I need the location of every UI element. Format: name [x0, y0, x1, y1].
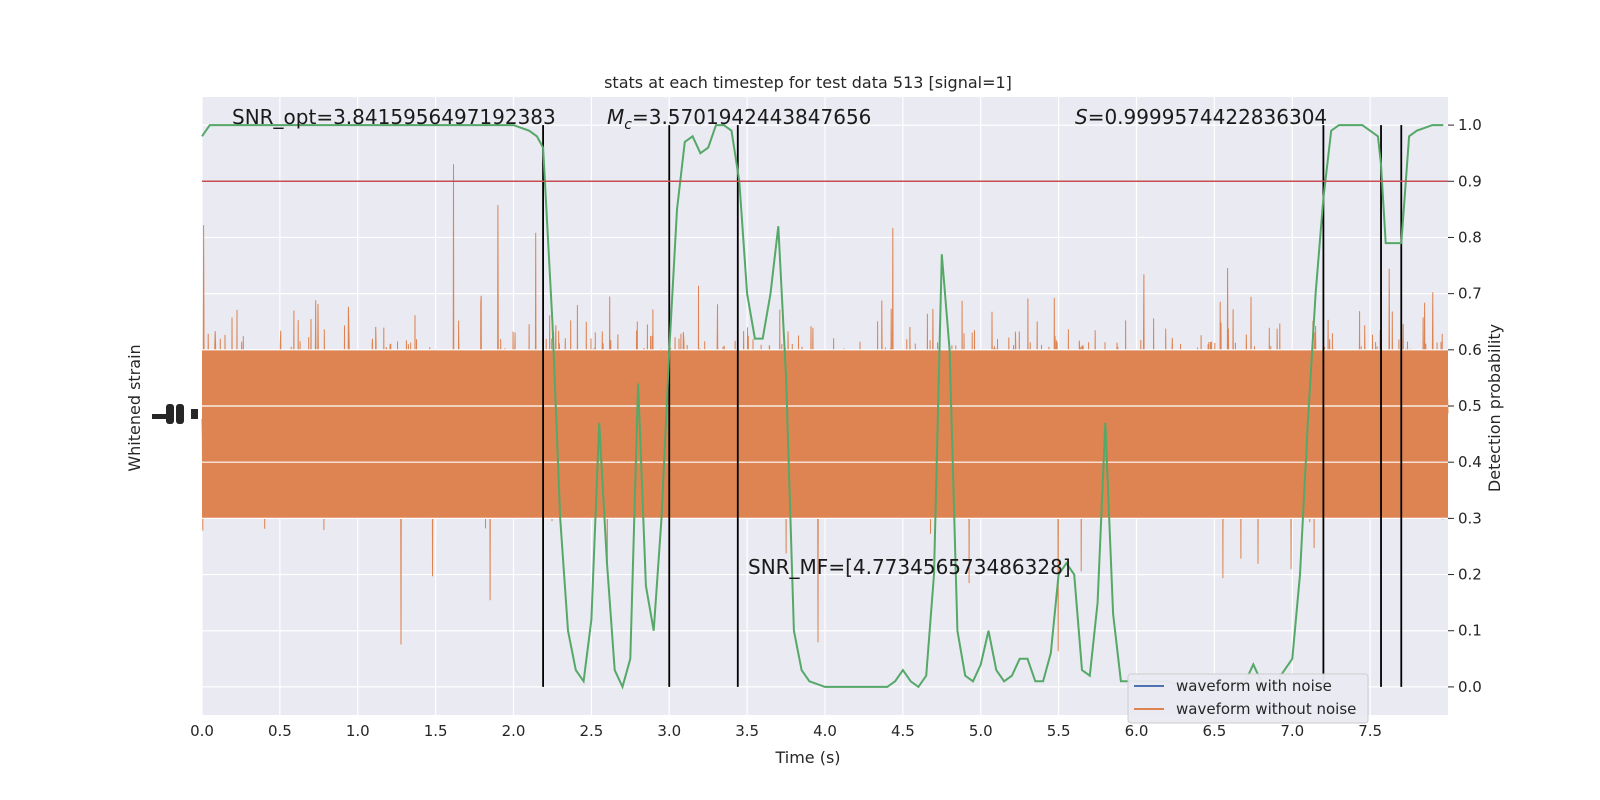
- right-y-axis-ticks: 0.0 0.1 0.2 0.3 0.4 0.5 0.6 0.7 0.8 0.9 1.0: [1448, 116, 1482, 696]
- legend: waveform with noise waveform without noi…: [1127, 673, 1369, 724]
- x-tick-label: 2.5: [579, 722, 603, 740]
- x-tick-label: 1.0: [346, 722, 370, 740]
- x-tick-label: 5.5: [1047, 722, 1071, 740]
- x-tick-label: 4.5: [891, 722, 915, 740]
- x-tick-label: 0.5: [268, 722, 292, 740]
- waveform-without-noise-series: [201, 164, 1449, 652]
- x-tick-label: 7.0: [1280, 722, 1304, 740]
- right-y-tick-label: 0.2: [1458, 566, 1482, 584]
- x-tick-label: 2.0: [502, 722, 526, 740]
- right-y-tick-label: 0.5: [1458, 397, 1482, 415]
- right-y-tick-label: 0.8: [1458, 228, 1482, 246]
- legend-label-with-noise: waveform with noise: [1176, 677, 1332, 695]
- probability-line: [201, 124, 1444, 690]
- right-y-tick-label: 0.4: [1458, 453, 1482, 471]
- right-y-tick-label: 0.9: [1458, 172, 1482, 190]
- probability-series: [201, 124, 1444, 690]
- right-y-tick-label: 1.0: [1458, 116, 1482, 134]
- right-y-tick-label: 0.7: [1458, 285, 1482, 303]
- left-y-axis-label: Whitened strain: [125, 344, 144, 471]
- x-axis-ticks: 0.0 0.5 1.0 1.5 2.0 2.5 3.0 3.5 4.0 4.5 5.0 5.5 6.0 6…: [190, 722, 1382, 740]
- snr-opt-annotation: SNR_opt=3.8415956497192383: [232, 105, 556, 129]
- x-tick-label: 0.0: [190, 722, 214, 740]
- right-y-tick-label: 0.6: [1458, 341, 1482, 359]
- x-tick-label: 4.0: [813, 722, 837, 740]
- legend-label-without-noise: waveform without noise: [1176, 700, 1356, 718]
- chart-title: stats at each timestep for test data 513…: [604, 73, 1012, 92]
- right-y-tick-label: 0.1: [1458, 622, 1482, 640]
- x-tick-label: 3.5: [735, 722, 759, 740]
- vertical-lines: [542, 125, 1403, 687]
- right-y-tick-label: 0.3: [1458, 509, 1482, 527]
- left-axis-collapsed-ticks: [152, 404, 198, 424]
- x-tick-label: 6.5: [1202, 722, 1226, 740]
- x-tick-label: 5.0: [969, 722, 993, 740]
- x-tick-label: 1.5: [424, 722, 448, 740]
- right-y-tick-label: 0.0: [1458, 678, 1482, 696]
- x-tick-label: 3.0: [657, 722, 681, 740]
- s-annotation: S=0.9999574422836304: [1075, 105, 1327, 129]
- waveform-core-band: [202, 349, 1448, 519]
- x-tick-label: 6.0: [1125, 722, 1149, 740]
- right-y-axis-label: Detection probability: [1485, 324, 1504, 492]
- snr-mf-annotation: SNR_MF=[4.773456573486328]: [748, 555, 1071, 579]
- x-tick-label: 7.5: [1358, 722, 1382, 740]
- mc-annotation: Mc=3.5701942443847656: [607, 105, 871, 133]
- x-axis-label: Time (s): [774, 748, 840, 767]
